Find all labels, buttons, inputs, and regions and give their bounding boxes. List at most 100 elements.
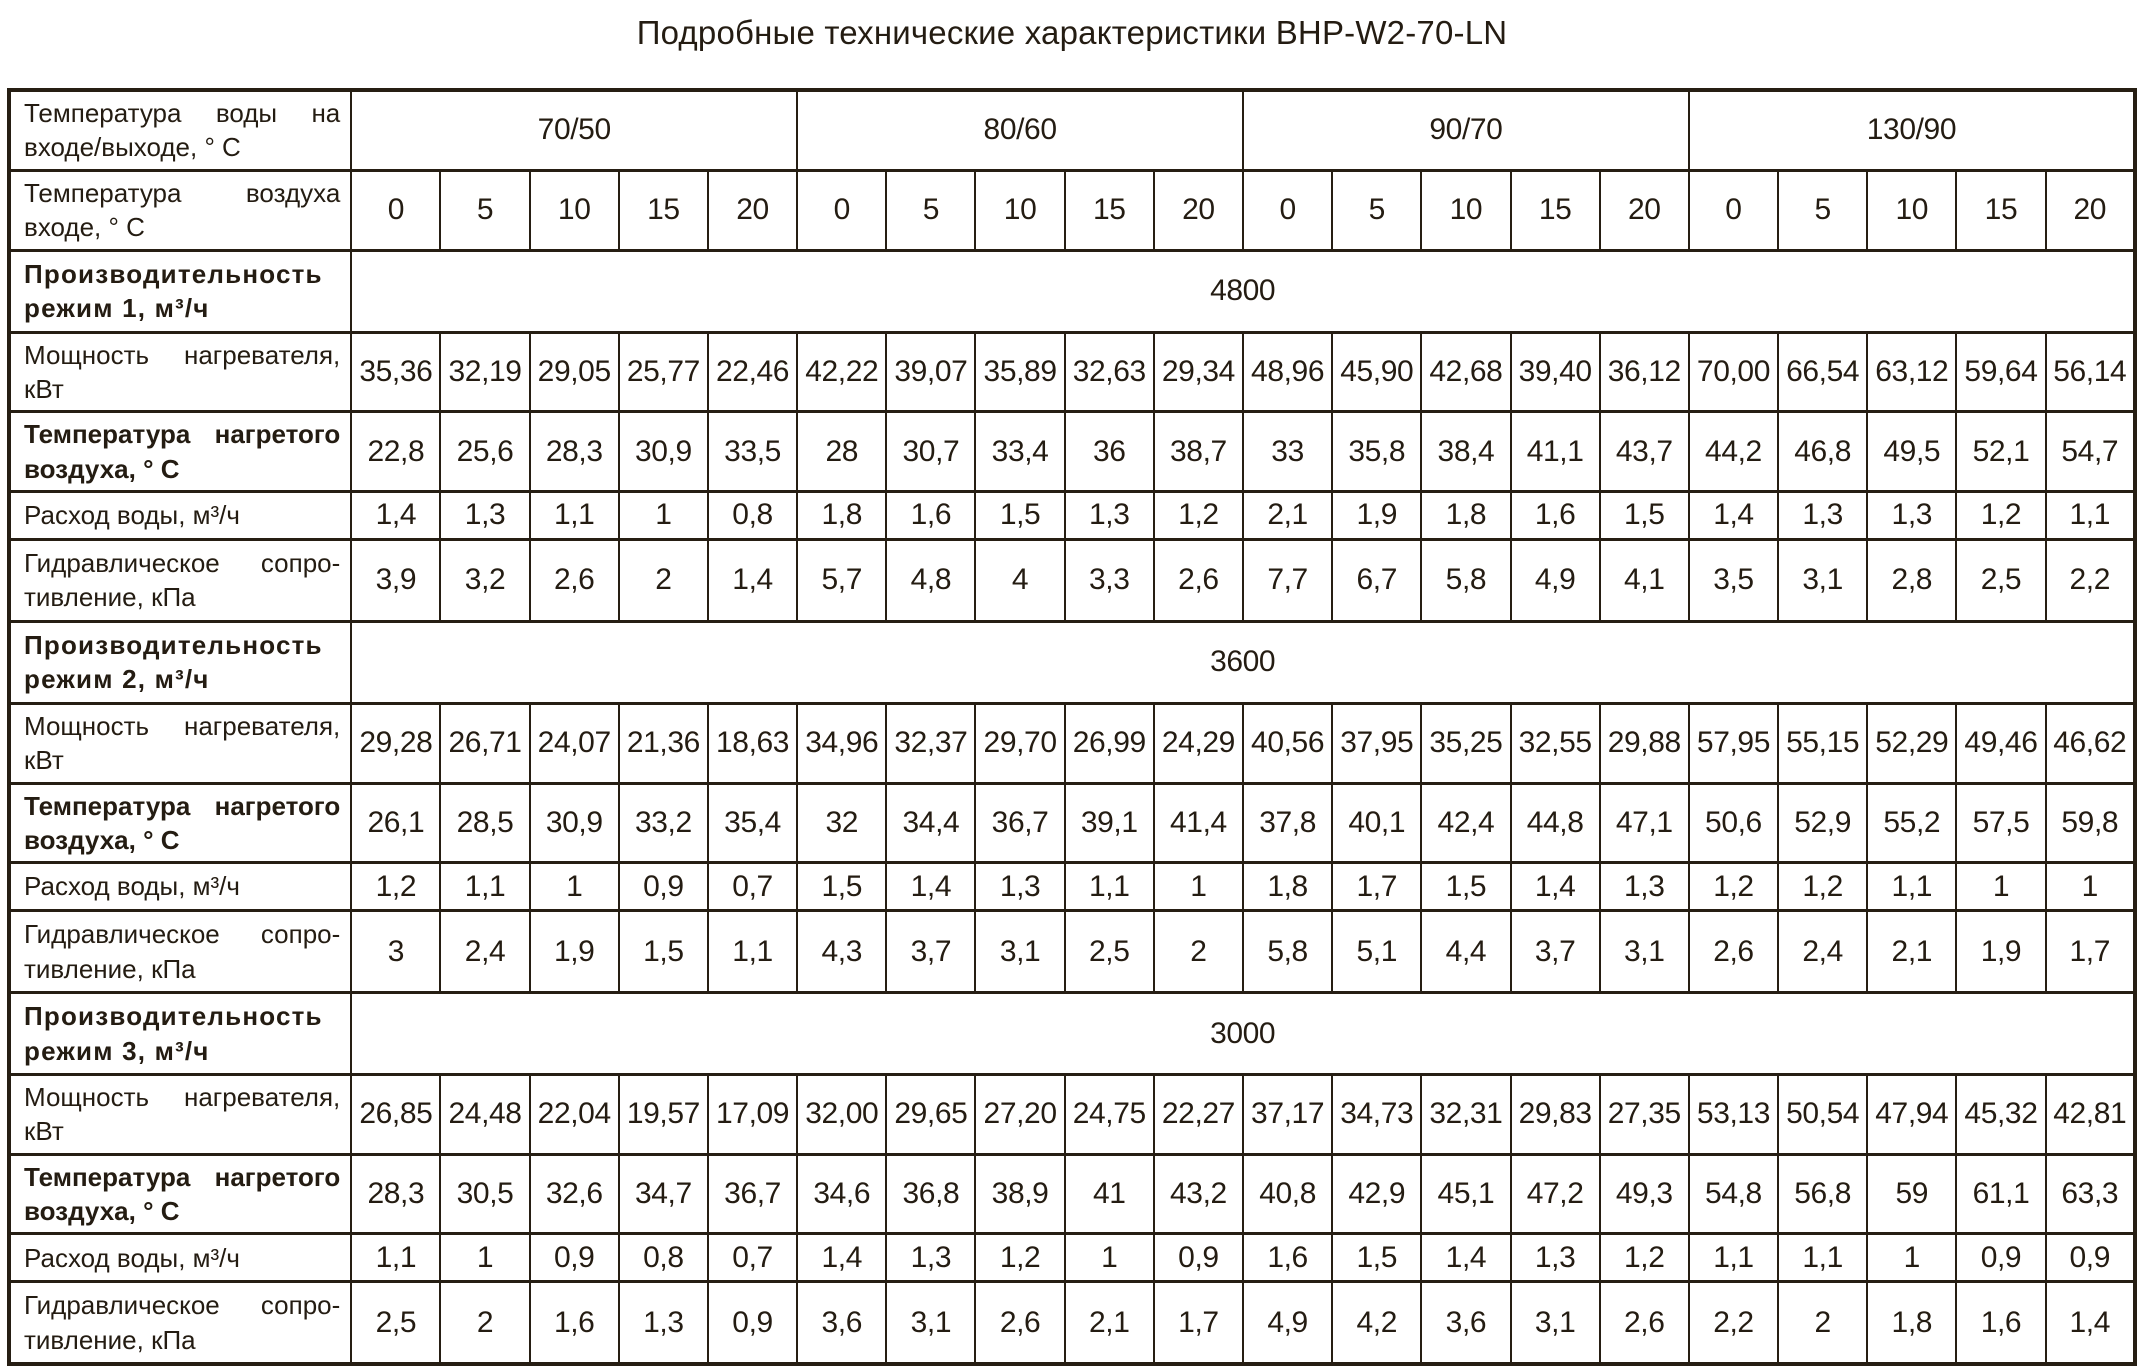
value-cell-heater-power: 29,70 [974, 701, 1066, 785]
data-row-heater-power: Мощность нагревателя, кВт 35,36 32,19 29,05… [7, 330, 2137, 414]
value-cell-heated-air-temp: 25,6 [439, 410, 531, 493]
value-cell-hydraulic-resistance: 2 [1777, 1280, 1869, 1366]
value-cell-water-flow: 1,1 [1063, 861, 1155, 913]
value-cell-heater-power: 40,56 [1241, 701, 1334, 785]
row-label-hydraulic-resistance: Гидравлическое сопро-тивление, кПа [7, 909, 353, 995]
value-cell-water-flow: 1 [439, 1232, 531, 1284]
value-cell-hydraulic-resistance: 2 [439, 1280, 531, 1366]
value-cell-hydraulic-resistance: 3,1 [1598, 909, 1690, 995]
value-cell-heater-power: 29,83 [1509, 1073, 1601, 1156]
value-cell-hydraulic-resistance: 2,6 [528, 537, 620, 623]
value-cell-heater-power: 19,57 [617, 1073, 709, 1156]
row-label-heater-power: Мощность нагревателя, кВт [7, 701, 353, 785]
value-cell-hydraulic-resistance: 1,9 [528, 909, 620, 995]
value-cell-hydraulic-resistance: 5,8 [1241, 909, 1334, 995]
value-cell-hydraulic-resistance: 5,8 [1420, 537, 1512, 623]
data-row-heater-power: Мощность нагревателя, кВт 26,85 24,48 22,04… [7, 1073, 2137, 1156]
group-header-90-70: 90/70 [1242, 88, 1690, 172]
value-cell-hydraulic-resistance: 2,4 [439, 909, 531, 995]
value-cell-heater-power: 57,95 [1687, 701, 1780, 785]
value-cell-hydraulic-resistance: 1,8 [1866, 1280, 1958, 1366]
value-cell-heated-air-temp: 30,9 [528, 781, 620, 865]
value-cell-water-flow: 1 [1955, 861, 2047, 913]
value-cell-heated-air-temp: 37,8 [1241, 781, 1334, 865]
value-cell-hydraulic-resistance: 3,1 [1777, 537, 1869, 623]
capacity-value-mode-3: 3000 [350, 991, 2136, 1077]
value-cell-hydraulic-resistance: 2,6 [974, 1280, 1066, 1366]
row-label-water-flow: Расход воды, м³/ч [7, 489, 353, 541]
value-cell-water-flow: 0,9 [528, 1232, 620, 1284]
capacity-value-mode-2: 3600 [350, 619, 2136, 705]
value-cell-heated-air-temp: 32,6 [528, 1152, 620, 1236]
value-cell-water-flow: 1,3 [1598, 861, 1690, 913]
capacity-row-1: Производительность режим 1, м³/ч 4800 [7, 248, 2136, 334]
value-cell-heated-air-temp: 41,4 [1152, 781, 1245, 865]
value-cell-heated-air-temp: 34,4 [885, 781, 977, 865]
value-cell-water-flow: 0,9 [1955, 1232, 2047, 1284]
value-cell-hydraulic-resistance: 1,6 [528, 1280, 620, 1366]
value-cell-water-flow: 1,2 [1777, 861, 1869, 913]
value-cell-water-flow: 0,9 [2044, 1232, 2137, 1284]
value-cell-water-flow: 0,7 [706, 861, 799, 913]
value-cell-water-flow: 1,5 [1598, 489, 1690, 541]
value-cell-hydraulic-resistance: 3,7 [885, 909, 977, 995]
value-cell-water-flow: 1,1 [439, 861, 531, 913]
value-cell-heater-power: 34,96 [796, 701, 888, 785]
value-cell-heater-power: 66,54 [1777, 330, 1869, 414]
value-cell-water-flow: 1,4 [796, 1232, 888, 1284]
value-cell-water-flow: 1,4 [1687, 489, 1780, 541]
row-label-hydraulic-resistance: Гидравлическое сопро-тивление, кПа [7, 1280, 353, 1366]
value-cell-water-flow: 1 [1063, 1232, 1155, 1284]
value-cell-water-flow: 1,6 [1241, 1232, 1334, 1284]
value-cell-water-flow: 1,5 [974, 489, 1066, 541]
value-cell-hydraulic-resistance: 2 [617, 537, 709, 623]
value-cell-heated-air-temp: 54,8 [1687, 1152, 1780, 1236]
value-cell-heater-power: 29,65 [885, 1073, 977, 1156]
data-row-heater-power: Мощность нагревателя, кВт 29,28 26,71 24,07… [7, 701, 2137, 785]
value-cell-heater-power: 45,90 [1331, 330, 1423, 414]
value-cell-water-flow: 1,1 [2044, 489, 2137, 541]
value-cell-heated-air-temp: 47,2 [1509, 1152, 1601, 1236]
value-cell-heated-air-temp: 30,9 [617, 410, 709, 493]
row-label-capacity-mode-3: Производительность режим 3, м³/ч [7, 991, 353, 1077]
value-cell-water-flow: 2,1 [1241, 489, 1334, 541]
value-cell-heated-air-temp: 35,8 [1331, 410, 1423, 493]
value-cell-heated-air-temp: 49,3 [1598, 1152, 1690, 1236]
value-cell-heater-power: 32,00 [796, 1073, 888, 1156]
air-temp-cell: 0 [1241, 168, 1334, 252]
value-cell-water-flow: 1 [1866, 1232, 1958, 1284]
air-temp-cell: 20 [706, 168, 799, 252]
value-cell-water-flow: 1,4 [350, 489, 442, 541]
value-cell-water-flow: 1,9 [1331, 489, 1423, 541]
value-cell-heated-air-temp: 28,3 [528, 410, 620, 493]
row-label-air-temp: Температура воздуха входе, ° С [7, 168, 353, 252]
value-cell-water-flow: 1,7 [1331, 861, 1423, 913]
value-cell-heater-power: 56,14 [2044, 330, 2137, 414]
value-cell-heated-air-temp: 44,8 [1509, 781, 1601, 865]
value-cell-heater-power: 39,40 [1509, 330, 1601, 414]
value-cell-heater-power: 42,81 [2044, 1073, 2137, 1156]
value-cell-heated-air-temp: 57,5 [1955, 781, 2047, 865]
value-cell-heated-air-temp: 36 [1063, 410, 1155, 493]
value-cell-heater-power: 29,88 [1598, 701, 1690, 785]
value-cell-water-flow: 1,4 [885, 861, 977, 913]
value-cell-heated-air-temp: 38,9 [974, 1152, 1066, 1236]
value-cell-heated-air-temp: 28,5 [439, 781, 531, 865]
air-temp-cell: 15 [1955, 168, 2047, 252]
value-cell-heater-power: 47,94 [1866, 1073, 1958, 1156]
value-cell-heater-power: 37,17 [1241, 1073, 1334, 1156]
value-cell-hydraulic-resistance: 2,4 [1777, 909, 1869, 995]
value-cell-heated-air-temp: 41 [1063, 1152, 1155, 1236]
value-cell-water-flow: 1,2 [1955, 489, 2047, 541]
value-cell-heater-power: 22,46 [706, 330, 799, 414]
row-label-capacity-mode-1: Производительность режим 1, м³/ч [7, 248, 353, 334]
value-cell-hydraulic-resistance: 3,1 [974, 909, 1066, 995]
value-cell-hydraulic-resistance: 1,7 [1152, 1280, 1245, 1366]
value-cell-heated-air-temp: 63,3 [2044, 1152, 2137, 1236]
value-cell-heated-air-temp: 30,7 [885, 410, 977, 493]
value-cell-heater-power: 29,34 [1152, 330, 1245, 414]
value-cell-heated-air-temp: 59 [1866, 1152, 1958, 1236]
group-header-70-50: 70/50 [350, 88, 799, 172]
value-cell-heated-air-temp: 42,9 [1331, 1152, 1423, 1236]
